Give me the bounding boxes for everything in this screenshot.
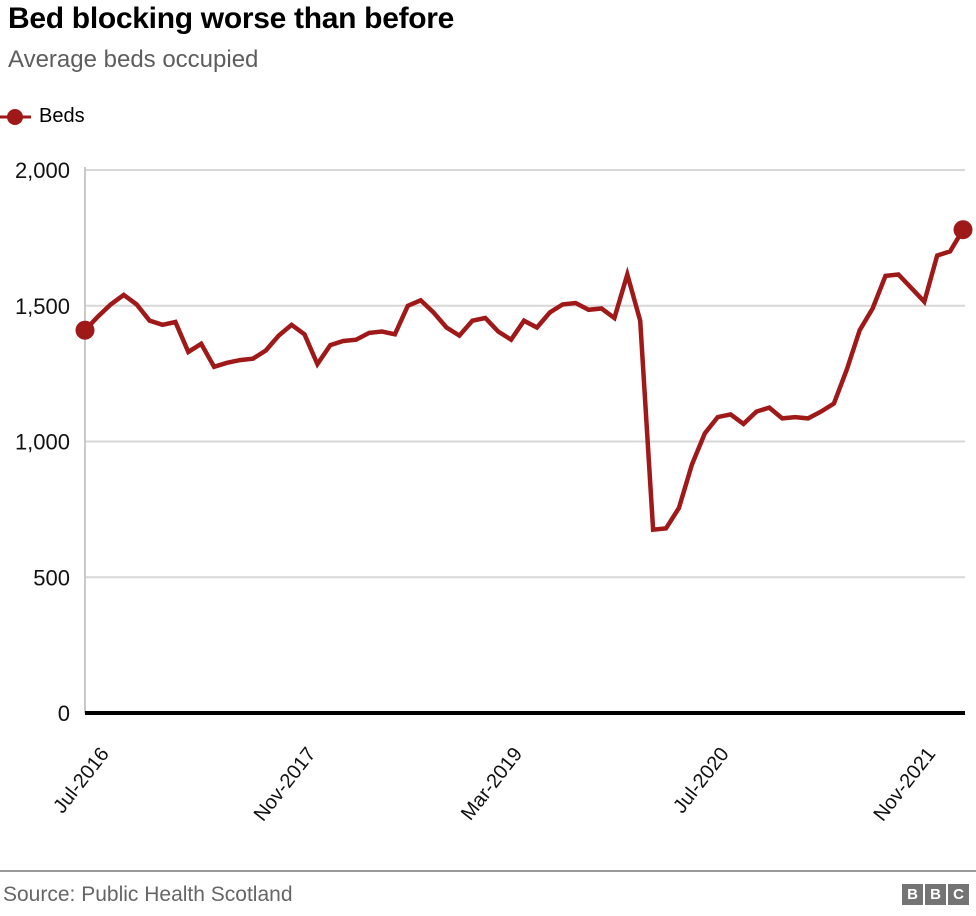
bbc-logo: B B C	[902, 884, 969, 905]
series-line-beds	[83, 228, 965, 533]
bbc-logo-letter: B	[902, 884, 923, 905]
y-tick-label: 500	[33, 565, 70, 590]
last-point-dot	[953, 220, 973, 240]
y-tick-label: 1,500	[15, 294, 70, 319]
first-point-dot	[75, 320, 95, 340]
line-chart: 0 500 1,000 1,500 2,000 Jul-2016 Nov-2017 Mar-2…	[15, 158, 973, 826]
legend-item-beds: Beds	[39, 105, 85, 127]
y-tick-label: 1,000	[15, 430, 70, 455]
x-tick-label: Mar-2019	[457, 744, 527, 825]
page-title: Bed blocking worse than before	[8, 2, 455, 35]
legend-line-dot-icon	[0, 108, 31, 125]
y-tick-label: 0	[58, 701, 70, 726]
x-tick-label: Nov-2021	[870, 744, 941, 826]
legend: Beds	[0, 105, 85, 128]
source-text: Source: Public Health Scotland	[3, 883, 293, 906]
bbc-logo-letter: B	[925, 884, 946, 905]
x-tick-label: Jul-2020	[669, 744, 734, 818]
x-tick-label: Nov-2017	[250, 744, 321, 826]
y-tick-label: 2,000	[15, 158, 70, 183]
bbc-logo-letter: C	[948, 884, 969, 905]
footer: Source: Public Health Scotland B B C	[0, 870, 976, 916]
x-tick-label: Jul-2016	[49, 744, 114, 818]
page-subtitle: Average beds occupied	[8, 46, 259, 73]
